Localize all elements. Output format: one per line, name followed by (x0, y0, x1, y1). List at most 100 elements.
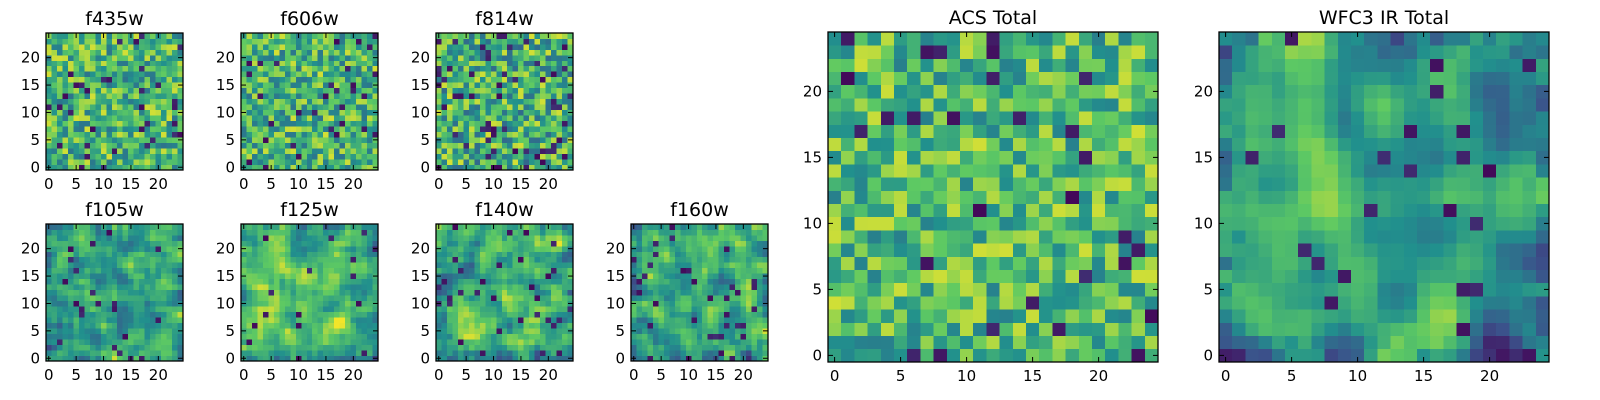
heatmap-cell (507, 355, 514, 362)
heatmap-cell (746, 284, 752, 291)
heatmap-cell (117, 54, 124, 61)
heatmap-cell (100, 38, 107, 45)
heatmap-cell (663, 240, 670, 247)
heatmap-cell (78, 65, 85, 72)
heatmap-cell (490, 322, 497, 329)
heatmap-cell (62, 104, 69, 111)
heatmap-cell (350, 240, 357, 247)
heatmap-cell (496, 224, 503, 230)
heatmap-cell (372, 115, 379, 122)
heatmap-cell (273, 355, 280, 362)
heatmap-cell (73, 153, 80, 160)
heatmap-cell (463, 234, 470, 241)
heatmap-cell (523, 273, 530, 280)
heatmap-cell (562, 109, 568, 116)
heatmap-cell (301, 267, 308, 274)
heatmap-cell (284, 38, 291, 45)
heatmap-cell (1131, 243, 1146, 257)
heatmap-cell (1105, 216, 1119, 231)
heatmap-cell (529, 317, 535, 323)
heatmap-cell (350, 137, 357, 143)
heatmap-cell (262, 355, 269, 362)
heatmap-cell (295, 267, 302, 274)
heatmap-cell (441, 262, 448, 269)
heatmap-cell (452, 142, 459, 149)
heatmap-cell (446, 333, 453, 340)
heatmap-cell (273, 234, 280, 241)
heatmap-cell (161, 278, 167, 285)
heatmap-cell (1039, 203, 1053, 218)
heatmap-cell (89, 229, 96, 236)
heatmap-cell (361, 109, 368, 116)
heatmap-cell (251, 245, 258, 252)
heatmap-cell (334, 148, 340, 154)
heatmap-cell (933, 216, 948, 231)
heatmap-cell (251, 339, 258, 345)
heatmap-cell (350, 142, 357, 149)
heatmap-cell (1144, 309, 1159, 323)
heatmap-cell (268, 311, 275, 318)
heatmap-cell (757, 224, 763, 230)
heatmap-cell (312, 104, 319, 111)
heatmap-cell (523, 333, 530, 340)
heatmap-cell (474, 273, 481, 280)
heatmap-cell (457, 126, 464, 132)
heatmap-cell (89, 234, 96, 241)
heatmap-cell (172, 54, 178, 61)
heatmap-cell (1078, 269, 1093, 284)
heatmap-cell (474, 256, 481, 263)
heatmap-cell (317, 60, 324, 67)
heatmap-cell (323, 234, 330, 241)
heatmap-cell (636, 306, 643, 313)
heatmap-cell (468, 311, 475, 318)
heatmap-cell (279, 148, 286, 154)
heatmap-cell (122, 65, 129, 72)
heatmap-cell (713, 300, 720, 307)
heatmap-cell (518, 344, 525, 351)
heatmap-cell (323, 251, 330, 258)
heatmap-cell (139, 49, 145, 56)
heatmap-cell (663, 251, 670, 258)
heatmap-cell (718, 251, 725, 258)
heatmap-cell (436, 278, 442, 285)
heatmap-cell (696, 284, 703, 291)
heatmap-cell (172, 104, 178, 111)
heatmap-cell (166, 137, 173, 143)
heatmap-cell (1026, 203, 1040, 218)
heatmap-cell (534, 142, 541, 149)
heatmap-cell (452, 87, 459, 94)
heatmap-cell (562, 104, 568, 111)
heatmap-cell (117, 317, 124, 323)
heatmap-cell (647, 322, 654, 329)
heatmap-cell (350, 284, 357, 291)
heatmap-cell (441, 131, 448, 138)
heatmap-cell (46, 148, 52, 154)
heatmap-cell (345, 234, 351, 241)
heatmap-cell (485, 317, 492, 323)
heatmap-cell (284, 224, 291, 230)
heatmap-cell (729, 267, 736, 274)
heatmap-cell (279, 350, 286, 356)
heatmap-cell (960, 203, 974, 218)
heatmap-cell (284, 344, 291, 351)
heatmap-cell (356, 278, 362, 285)
heatmap-cell (356, 311, 362, 318)
heatmap-cell (999, 230, 1014, 244)
heatmap-cell (452, 38, 459, 45)
heatmap-cell (328, 317, 335, 323)
heatmap-cell (46, 339, 52, 345)
heatmap-cell (323, 159, 330, 165)
heatmap-cell (84, 109, 91, 116)
heatmap-cell (556, 251, 563, 258)
heatmap-cell (702, 311, 709, 318)
heatmap-cell (301, 350, 308, 356)
heatmap-cell (658, 322, 665, 329)
heatmap-cell (757, 344, 763, 351)
heatmap-cell (51, 159, 58, 165)
heatmap-cell (111, 104, 118, 111)
heatmap-cell (51, 38, 58, 45)
heatmap-cell (512, 153, 519, 160)
heatmap-cell (490, 262, 497, 269)
heatmap-cell (746, 311, 752, 318)
heatmap-cell (702, 240, 709, 247)
